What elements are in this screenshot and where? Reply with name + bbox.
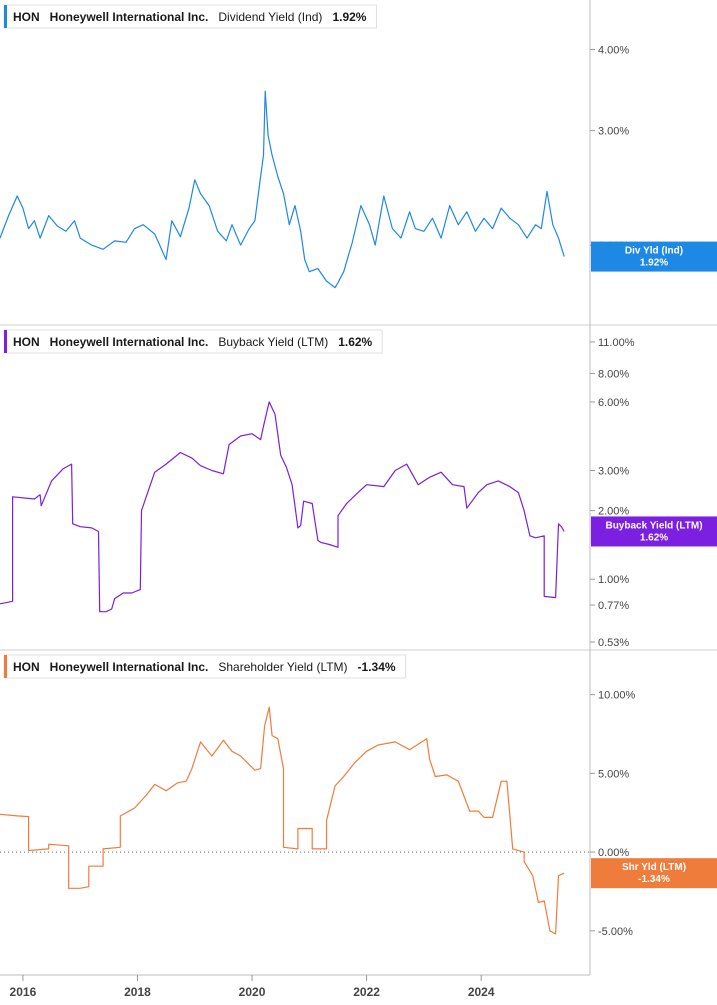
legend-ticker: HON: [13, 10, 40, 24]
series-line: [0, 401, 565, 613]
x-tick-label: 2020: [239, 985, 266, 999]
value-tag-label: Shr Yld (LTM): [622, 862, 686, 873]
series-line: [0, 90, 565, 289]
y-tick-label: 11.00%: [598, 337, 635, 349]
value-tag-value: -1.34%: [638, 874, 670, 885]
y-tick-label: -5.00%: [598, 926, 633, 938]
value-tag-label: Buyback Yield (LTM): [605, 520, 702, 531]
value-tag-label: Div Yld (Ind): [625, 246, 683, 257]
y-tick-label: 2.00%: [598, 506, 629, 518]
y-tick-label: 0.53%: [598, 637, 629, 649]
legend-company: Honeywell International Inc.: [50, 10, 209, 24]
legend-color-bar: [4, 5, 7, 28]
value-tag-bg: [591, 241, 717, 272]
y-tick-label: 8.00%: [598, 368, 629, 380]
y-tick-label: 0.77%: [598, 600, 629, 612]
legend-value: -1.34%: [358, 660, 396, 674]
x-tick-label: 2022: [353, 985, 380, 999]
series-line: [0, 706, 565, 935]
y-tick-label: 3.00%: [598, 126, 629, 138]
legend-color-bar: [4, 655, 7, 678]
y-tick-label: 10.00%: [598, 690, 636, 702]
legend-metric: Shareholder Yield (LTM): [218, 660, 347, 674]
value-tag: Buyback Yield (LTM)1.62%: [591, 516, 717, 547]
y-tick-label: 6.00%: [598, 397, 629, 409]
y-tick-label: 3.00%: [598, 465, 629, 477]
value-tag-value: 1.92%: [640, 258, 668, 269]
legend: HON Honeywell International Inc. Dividend …: [3, 4, 377, 29]
x-tick-label: 2024: [468, 985, 495, 999]
legend-ticker: HON: [13, 335, 40, 349]
value-tag-value: 1.62%: [640, 532, 668, 543]
panel-buyback-yield-ltm-: 11.00% 8.00% 6.00% 3.00% 2.00% 1.00% 0.77% 0.53…: [0, 329, 717, 649]
x-tick-label: 2018: [124, 985, 151, 999]
legend-color-bar: [4, 330, 7, 353]
legend-value: 1.62%: [338, 335, 372, 349]
value-tag-bg: [591, 858, 717, 889]
value-tag: Div Yld (Ind)1.92%: [591, 241, 717, 272]
value-tag-bg: [591, 516, 717, 547]
legend: HON Honeywell International Inc. Sharehold…: [3, 654, 407, 679]
legend: HON Honeywell International Inc. Buyback Y…: [3, 329, 383, 354]
legend-metric: Buyback Yield (LTM): [218, 335, 328, 349]
y-tick-label: 5.00%: [598, 768, 629, 780]
legend-value: 1.92%: [332, 10, 366, 24]
value-tag: Shr Yld (LTM)-1.34%: [591, 858, 717, 889]
legend-company: Honeywell International Inc.: [50, 660, 209, 674]
legend-metric: Dividend Yield (Ind): [218, 10, 322, 24]
y-tick-label: 1.00%: [598, 574, 629, 586]
y-tick-label: 4.00%: [598, 44, 629, 56]
legend-company: Honeywell International Inc.: [50, 335, 209, 349]
y-tick-label: 0.00%: [598, 847, 629, 859]
legend-ticker: HON: [13, 660, 40, 674]
panel-shareholder-yield-ltm-: 10.00% 5.00% 0.00% -5.00% HON Honeywell Inter…: [0, 654, 717, 938]
x-tick-label: 2016: [10, 985, 37, 999]
